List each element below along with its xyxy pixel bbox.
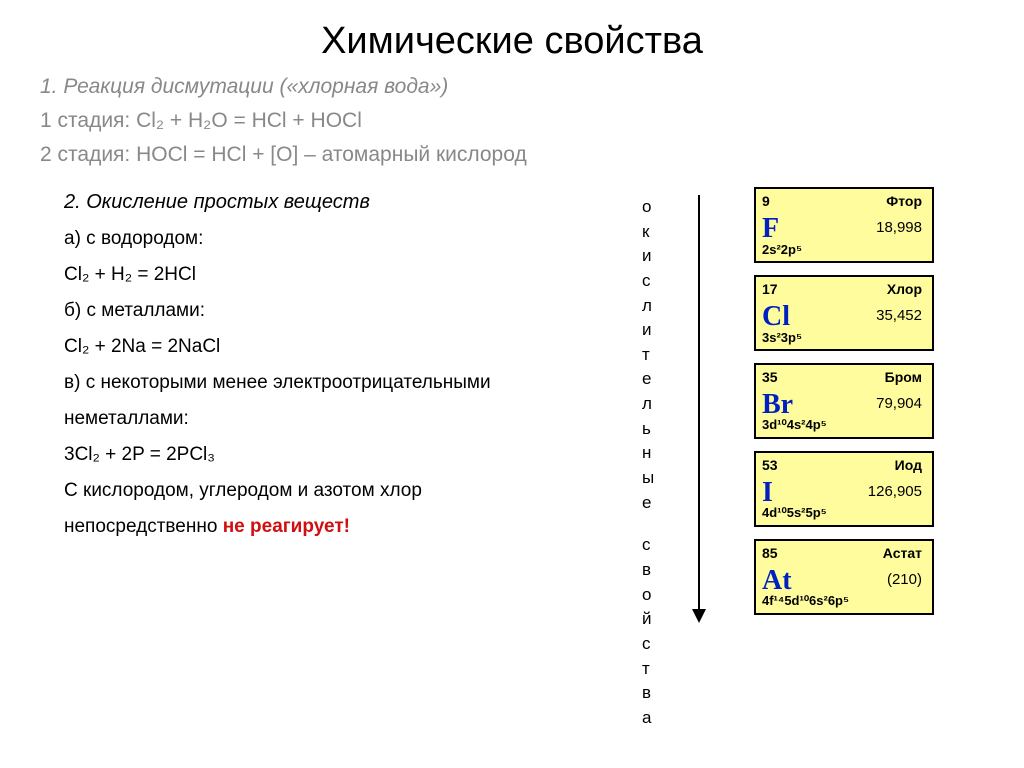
element-symbol: F [762,213,779,245]
element-mass: 18,998 [876,219,922,236]
vertical-word-1: окислительные [642,195,654,515]
c-equation: 3Cl₂ + 2P = 2PCl₃ [64,444,614,466]
element-symbol: Cl [762,301,790,333]
element-name: Бром [885,369,922,385]
b-label: б) с металлами: [64,300,614,322]
right-column: окислительные свойства 9ФторF18,9982s²2p… [624,177,984,552]
left-column: 2. Окисление простых веществ а) с водоро… [40,177,624,552]
c-label-1: в) с некоторыми менее электроотрицательн… [64,372,614,394]
a-label: а) с водородом: [64,228,614,250]
element-box-f: 9 Фтор F 18,998 2s²2p⁵ [754,187,934,263]
element-name: Иод [895,457,922,473]
note-highlight: не реагирует! [223,516,350,537]
element-number: 17 [762,281,778,297]
element-config: 4f¹⁴5d¹⁰6s²6p⁵ [762,593,849,609]
element-config: 2s²2p⁵ [762,242,802,257]
note-line-1: С кислородом, углеродом и азотом хлор [64,480,614,502]
element-box-br: 35БромBr79,9043d¹⁰4s²4p⁵ [754,363,934,439]
arrow-line [698,195,700,615]
elements-list: 9 Фтор F 18,998 2s²2p⁵ 17 Хлор Cl 35,452 3s²3p⁵ 35… [754,187,934,627]
element-name: Астат [883,545,922,561]
element-box-cl: 17 Хлор Cl 35,452 3s²3p⁵ [754,275,934,351]
element-config: 3s²3p⁵ [762,330,802,345]
vertical-word-2: свойства [642,533,654,730]
c-label-2: неметаллами: [64,408,614,430]
element-config: 4d¹⁰5s²5p⁵ [762,505,827,521]
a-equation: Cl₂ + H₂ = 2HCl [64,264,614,286]
element-config: 3d¹⁰4s²4p⁵ [762,417,827,433]
element-name: Хлор [887,281,922,297]
slide: Химические свойства 1. Реакция дисмутаци… [0,0,1024,768]
page-title: Химические свойства [40,20,984,63]
element-number: 9 [762,193,770,209]
stage1-line: 1 стадия: Cl₂ + H₂O = HCl + HOCl [40,109,984,133]
arrow-head-icon [692,609,706,623]
element-box-i: 53ИодI126,9054d¹⁰5s²5p⁵ [754,451,934,527]
element-number: 85 [762,545,778,561]
stage2-line: 2 стадия: HOCl = HCl + [O] – атомарный к… [40,143,984,167]
section1-heading: 1. Реакция дисмутации («хлорная вода») [40,75,984,99]
element-mass: (210) [887,571,922,588]
b-equation: Cl₂ + 2Na = 2NaCl [64,336,614,358]
content-area: 2. Окисление простых веществ а) с водоро… [40,177,984,552]
note-line-2: непосредственно не реагирует! [64,516,614,538]
element-box-at: 85АстатAt(210)4f¹⁴5d¹⁰6s²6p⁵ [754,539,934,615]
element-number: 35 [762,369,778,385]
element-mass: 79,904 [876,395,922,412]
vertical-label: окислительные свойства [642,195,654,730]
element-name: Фтор [886,193,922,209]
section2-heading: 2. Окисление простых веществ [64,191,614,214]
note-prefix: непосредственно [64,516,223,537]
element-mass: 126,905 [868,483,922,500]
element-number: 53 [762,457,778,473]
element-mass: 35,452 [876,307,922,324]
